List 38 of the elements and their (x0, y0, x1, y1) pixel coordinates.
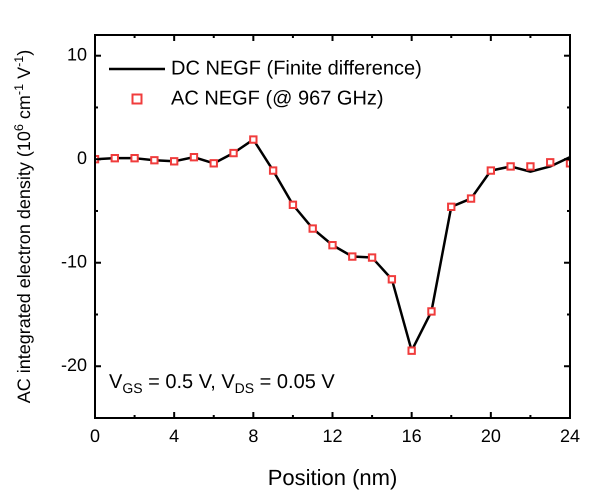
point (210, 159, 218, 168)
y-tick-label: -10 (60, 252, 87, 272)
point (288, 200, 298, 209)
y-tick-label: 10 (66, 44, 87, 65)
point (130, 154, 139, 162)
point (170, 157, 178, 166)
point (190, 152, 198, 162)
x-tick-label: 0 (90, 426, 100, 446)
y-tick-label: -20 (60, 355, 87, 376)
legend-label: AC NEGF (@ 967 GHz) (171, 88, 384, 110)
point (388, 275, 396, 284)
point (368, 253, 376, 262)
point (249, 135, 258, 144)
point (268, 166, 278, 175)
point (427, 307, 436, 316)
point (229, 148, 238, 158)
point (526, 162, 535, 171)
x-tick-label: 16 (402, 426, 422, 446)
x-tick-label: 20 (480, 426, 501, 446)
point (110, 154, 119, 162)
point (407, 346, 416, 355)
x-axis-title: Position (nm) (268, 465, 398, 490)
x-tick-label: 24 (560, 426, 580, 446)
point (308, 224, 317, 233)
x-tick-label: 8 (248, 426, 258, 446)
point (328, 240, 337, 250)
point (506, 162, 515, 171)
legend-label: DC NEGF (Finite difference) (171, 58, 422, 80)
x-tick-label: 4 (169, 426, 180, 446)
point (546, 158, 554, 167)
y-axis-title: AC integrated electron density (106 cm-1 V-1) (12, 50, 34, 404)
y-tick-label: 0 (76, 148, 87, 168)
x-tick-label: 12 (322, 426, 343, 446)
point (466, 194, 476, 203)
point (447, 202, 456, 212)
point (486, 166, 496, 175)
point (348, 252, 356, 261)
point (150, 156, 159, 164)
